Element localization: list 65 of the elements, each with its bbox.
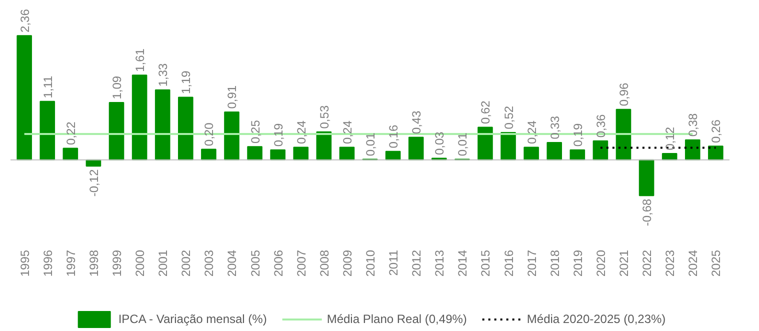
data-label: 0,26 <box>709 119 724 143</box>
x-tick-label: 2022 <box>640 250 654 277</box>
x-tick-label: 2019 <box>570 250 585 277</box>
data-label: 0,52 <box>502 106 516 130</box>
x-tick-label: 2011 <box>386 250 401 276</box>
x-tick-label: 2025 <box>709 250 724 277</box>
x-tick-label: 2023 <box>663 250 678 277</box>
x-tick-label: 2010 <box>364 250 378 277</box>
data-label: 0,24 <box>340 120 354 144</box>
data-label: 0,19 <box>570 122 585 147</box>
x-tick-label: 2017 <box>524 250 539 277</box>
legend-label: Média Plano Real (0,49%) <box>326 312 467 326</box>
data-label: 0,96 <box>616 82 631 106</box>
x-tick-label: 2007 <box>294 250 308 277</box>
x-tick-label: 2000 <box>133 250 148 277</box>
data-label: 0,22 <box>64 121 78 146</box>
data-label: -0,12 <box>86 169 101 197</box>
x-tick-label: 2020 <box>594 250 608 277</box>
data-label: 1,09 <box>110 76 124 100</box>
x-tick-label: 1996 <box>40 250 55 277</box>
data-label: 0,19 <box>271 122 286 147</box>
data-label: 0,01 <box>456 132 470 156</box>
data-label: 0,25 <box>248 120 262 144</box>
x-tick-label: 1999 <box>110 250 124 277</box>
x-tick-label: 2004 <box>225 250 240 277</box>
data-label: 0,12 <box>663 126 678 150</box>
x-tick-label: 1995 <box>18 250 32 277</box>
x-tick-label: 2003 <box>202 250 216 277</box>
data-label: 1,11 <box>40 75 55 98</box>
data-label: 0,62 <box>478 100 493 124</box>
data-label: 2,36 <box>18 8 32 32</box>
x-tick-label: 2024 <box>686 250 700 277</box>
data-label: 0,20 <box>202 122 216 146</box>
data-label: 0,33 <box>548 116 562 140</box>
x-tick-label: 2021 <box>616 250 631 277</box>
data-label: 1,61 <box>133 48 148 72</box>
data-label: 0,91 <box>225 85 240 109</box>
x-tick-label: 1997 <box>64 250 78 277</box>
x-tick-label: 2014 <box>456 250 470 277</box>
x-tick-label: 1998 <box>86 250 101 277</box>
data-label: 0,38 <box>686 112 700 137</box>
legend-label: IPCA - Variação mensal (%) <box>118 312 267 326</box>
data-label: 0,01 <box>364 132 378 156</box>
data-label: 0,53 <box>317 105 332 129</box>
x-tick-label: 2006 <box>271 250 286 277</box>
x-tick-label: 2015 <box>478 250 493 277</box>
legend-label: Média 2020-2025 (0,23%) <box>526 312 666 326</box>
data-label: 0,36 <box>594 114 608 138</box>
x-tick-label: 2008 <box>317 250 332 277</box>
data-label: 0,03 <box>432 131 447 156</box>
data-label: 0,16 <box>386 124 401 148</box>
x-tick-label: 2001 <box>156 250 170 277</box>
data-label: 1,19 <box>179 70 194 94</box>
x-tick-label: 2013 <box>432 250 447 277</box>
x-tick-label: 2018 <box>548 250 562 277</box>
data-label: 0,24 <box>524 120 539 144</box>
x-tick-label: 2002 <box>179 250 194 277</box>
x-tick-label: 2009 <box>340 250 354 277</box>
data-label: 0,24 <box>294 120 308 144</box>
x-tick-label: 2016 <box>502 250 516 277</box>
data-label: 1,33 <box>156 62 170 87</box>
x-tick-label: 2012 <box>410 250 424 277</box>
data-label: 0,43 <box>410 110 424 134</box>
data-label: -0,68 <box>640 198 654 226</box>
x-tick-label: 2005 <box>248 250 262 277</box>
